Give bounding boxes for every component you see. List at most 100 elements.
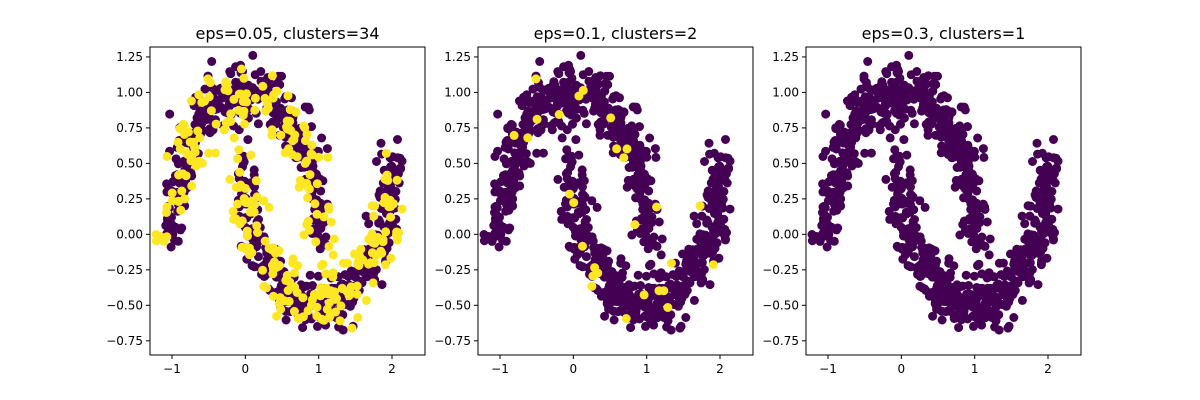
cluster-point — [967, 237, 977, 247]
cluster-point — [361, 211, 371, 221]
cluster-point — [590, 248, 600, 258]
noise-point — [342, 258, 352, 268]
noise-point — [240, 183, 250, 193]
cluster-point — [508, 201, 518, 211]
noise-point — [234, 145, 244, 155]
noise-point — [253, 228, 262, 237]
y-tick-label: −0.25 — [762, 263, 799, 277]
cluster-point — [649, 269, 659, 279]
noise-point — [241, 244, 251, 254]
cluster-point — [622, 300, 632, 309]
cluster-point — [905, 170, 915, 180]
noise-point — [367, 232, 377, 242]
noise-point — [281, 275, 291, 285]
cluster-point — [928, 311, 938, 321]
noise-point — [233, 199, 242, 209]
cluster-point — [611, 286, 621, 295]
cluster-point — [578, 182, 587, 192]
cluster-point — [562, 81, 572, 91]
y-tick-label: −0.50 — [434, 298, 471, 312]
cluster-point — [641, 271, 651, 281]
cluster-point — [835, 136, 845, 146]
noise-point — [225, 174, 235, 184]
cluster-point — [675, 323, 685, 333]
cluster-point — [936, 94, 946, 104]
cluster-point — [890, 145, 900, 155]
y-axis-ticks: −0.75 −0.50 −0.25 0.00 0.25 0.50 0.75 1.00 1.25 — [434, 50, 478, 348]
cluster-point — [697, 211, 707, 221]
x-tick-label: 1 — [971, 362, 979, 376]
cluster-point — [973, 133, 983, 143]
cluster-point — [322, 144, 332, 154]
cluster-point — [881, 90, 891, 100]
cluster-point — [979, 152, 989, 162]
cluster-point — [893, 64, 902, 74]
cluster-point — [898, 213, 908, 223]
cluster-point — [855, 108, 865, 118]
cluster-point — [525, 158, 535, 168]
y-tick-label: 1.25 — [116, 50, 143, 64]
noise-point — [352, 289, 362, 299]
noise-point — [304, 184, 314, 194]
cluster-point — [955, 133, 964, 143]
noise-point — [258, 265, 268, 275]
cluster-point — [479, 230, 489, 239]
noise-point — [695, 201, 705, 211]
noise-point — [221, 118, 231, 128]
noise-point — [509, 130, 519, 140]
cluster-point — [892, 241, 902, 251]
cluster-point — [364, 219, 374, 229]
chart-title: eps=0.3, clusters=1 — [862, 24, 1026, 43]
cluster-point — [1041, 167, 1051, 177]
cluster-point — [906, 70, 916, 80]
cluster-point — [881, 174, 891, 184]
noise-point — [612, 144, 622, 154]
x-tick-label: −1 — [819, 362, 837, 376]
cluster-point — [503, 124, 513, 134]
noise-point — [267, 125, 277, 135]
noise-point — [162, 202, 172, 212]
cluster-point — [577, 170, 587, 180]
cluster-point — [697, 268, 707, 278]
cluster-point — [906, 262, 916, 272]
cluster-point — [1026, 236, 1036, 246]
cluster-point — [535, 57, 545, 66]
noise-point — [268, 93, 278, 103]
noise-point — [361, 295, 371, 305]
cluster-point — [969, 146, 979, 156]
cluster-point — [578, 200, 587, 210]
cluster-point — [657, 234, 667, 244]
noise-point — [181, 171, 191, 181]
cluster-point — [173, 159, 183, 169]
noise-point — [317, 314, 327, 324]
cluster-point — [864, 94, 874, 104]
cluster-point — [514, 156, 524, 166]
cluster-point — [626, 293, 636, 303]
cluster-point — [918, 248, 928, 258]
cluster-point — [700, 157, 709, 166]
subplot-1: −1 0 1 2 −0.75 −0.50 −0.25 0.00 0.25 0.50 0.75 1.0… — [106, 24, 426, 376]
noise-point — [380, 260, 390, 270]
cluster-point — [847, 92, 857, 102]
noise-point — [258, 81, 268, 91]
cluster-point — [863, 57, 873, 66]
cluster-point — [509, 171, 519, 181]
cluster-point — [895, 99, 905, 109]
noise-point — [381, 148, 391, 158]
cluster-point — [666, 325, 676, 335]
cluster-point — [969, 271, 979, 281]
cluster-point — [567, 151, 577, 161]
cluster-point — [570, 213, 580, 223]
y-tick-label: −0.50 — [762, 298, 799, 312]
cluster-point — [650, 144, 660, 154]
cluster-point — [887, 182, 897, 192]
cluster-point — [234, 81, 244, 91]
cluster-point — [973, 261, 982, 271]
cluster-point — [1038, 237, 1048, 247]
cluster-point — [877, 104, 887, 114]
cluster-point — [902, 150, 912, 160]
subplot-2: −1 0 1 2 −0.75 −0.50 −0.25 0.00 0.25 0.50 0.75 1.0… — [434, 24, 754, 376]
cluster-point — [713, 167, 723, 177]
cluster-point — [704, 138, 714, 148]
cluster-point — [557, 214, 567, 224]
